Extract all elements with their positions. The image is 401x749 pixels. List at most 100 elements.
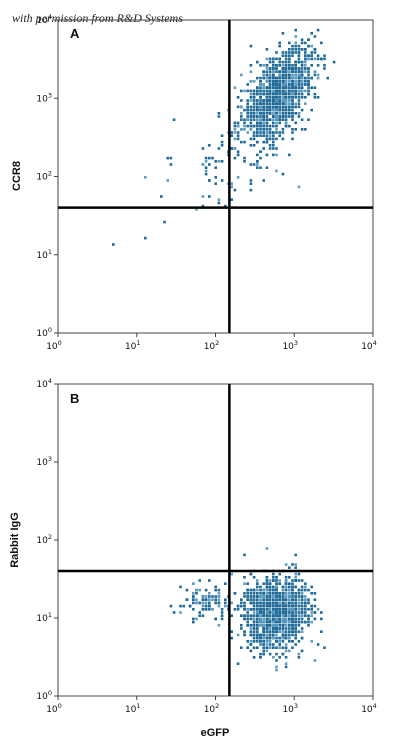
event-dot (268, 588, 272, 592)
event-dot (307, 614, 310, 617)
event-dot (278, 614, 281, 617)
event-dot (252, 96, 256, 99)
event-dot (291, 70, 294, 73)
event-dot (323, 64, 326, 67)
event-dot (281, 80, 285, 83)
event-dot (291, 105, 294, 109)
event-dot (300, 649, 304, 653)
event-dot (275, 668, 278, 672)
event-dot (259, 86, 262, 89)
event-dot (201, 601, 205, 605)
event-dot (278, 99, 281, 102)
event-dot (262, 595, 265, 598)
event-dot (278, 620, 281, 624)
event-dot (275, 86, 278, 89)
event-dot (297, 115, 301, 118)
event-dot (281, 585, 285, 589)
x-tick-label: 102 (204, 339, 220, 352)
event-dot (294, 592, 297, 595)
event-dot (265, 73, 269, 77)
event-dot (265, 547, 269, 550)
event-dot (249, 640, 253, 643)
event-dot (265, 102, 269, 105)
event-dot (304, 48, 307, 51)
event-dot (275, 614, 278, 617)
event-dot (278, 41, 281, 45)
event-dot (297, 57, 301, 61)
event-dot (252, 124, 256, 128)
event-dot (220, 134, 224, 137)
event-dot (240, 118, 243, 121)
event-dot (284, 579, 288, 582)
event-dot (278, 118, 281, 121)
event-dot (291, 563, 294, 566)
event-dot (288, 76, 291, 80)
event-dot (220, 617, 224, 621)
event-dot (288, 89, 291, 93)
event-dot (297, 48, 301, 51)
event-dot (268, 118, 272, 121)
panel-b-y-ticks: 100 101 102 103 104 (36, 377, 58, 702)
event-dot (294, 585, 297, 589)
event-dot (304, 70, 307, 73)
event-dot (281, 611, 285, 614)
event-dot (249, 617, 253, 621)
event-dot (265, 166, 269, 169)
event-dot (249, 598, 253, 601)
event-dot (236, 176, 240, 179)
event-dot (275, 630, 278, 633)
event-dot (233, 608, 237, 611)
event-dot (294, 60, 297, 64)
event-dot (291, 86, 294, 89)
event-dot (288, 124, 291, 128)
event-dot (265, 636, 269, 640)
event-dot (288, 598, 291, 601)
event-dot (281, 105, 285, 109)
event-dot (275, 51, 278, 54)
event-dot (201, 595, 205, 598)
event-dot (243, 633, 246, 637)
event-dot (294, 86, 297, 89)
event-dot (268, 57, 272, 61)
event-dot (297, 51, 301, 54)
event-dot (192, 598, 195, 601)
event-dot (281, 633, 285, 637)
event-dot (300, 598, 304, 601)
x-tick-label: 104 (361, 339, 377, 352)
event-dot (249, 572, 253, 576)
event-dot (230, 134, 233, 137)
event-dot (272, 70, 275, 73)
event-dot (268, 124, 272, 128)
event-dot (278, 627, 281, 630)
event-dot (294, 633, 297, 637)
event-dot (281, 112, 285, 115)
event-dot (256, 115, 259, 118)
event-dot (220, 140, 224, 144)
event-dot (294, 105, 297, 109)
panel-b: B 100 101 102 103 104 100 101 102 103 104 Rabbit… (9, 377, 377, 739)
event-dot (262, 646, 265, 649)
event-dot (185, 588, 189, 592)
event-dot (275, 67, 278, 70)
event-dot (284, 102, 288, 105)
event-dot (259, 102, 262, 105)
event-dot (259, 83, 262, 86)
event-dot (281, 96, 285, 99)
event-dot (256, 579, 259, 582)
event-dot (297, 620, 301, 624)
event-dot (265, 646, 269, 649)
event-dot (240, 614, 243, 617)
event-dot (291, 64, 294, 67)
event-dot (252, 640, 256, 643)
event-dot (300, 80, 304, 83)
event-dot (297, 579, 301, 582)
event-dot (281, 99, 285, 102)
event-dot (262, 582, 265, 585)
event-dot (272, 656, 275, 659)
event-dot (275, 70, 278, 73)
event-dot (281, 128, 285, 131)
event-dot (281, 64, 285, 67)
event-dot (256, 624, 259, 627)
event-dot (275, 105, 278, 109)
event-dot (179, 611, 182, 614)
